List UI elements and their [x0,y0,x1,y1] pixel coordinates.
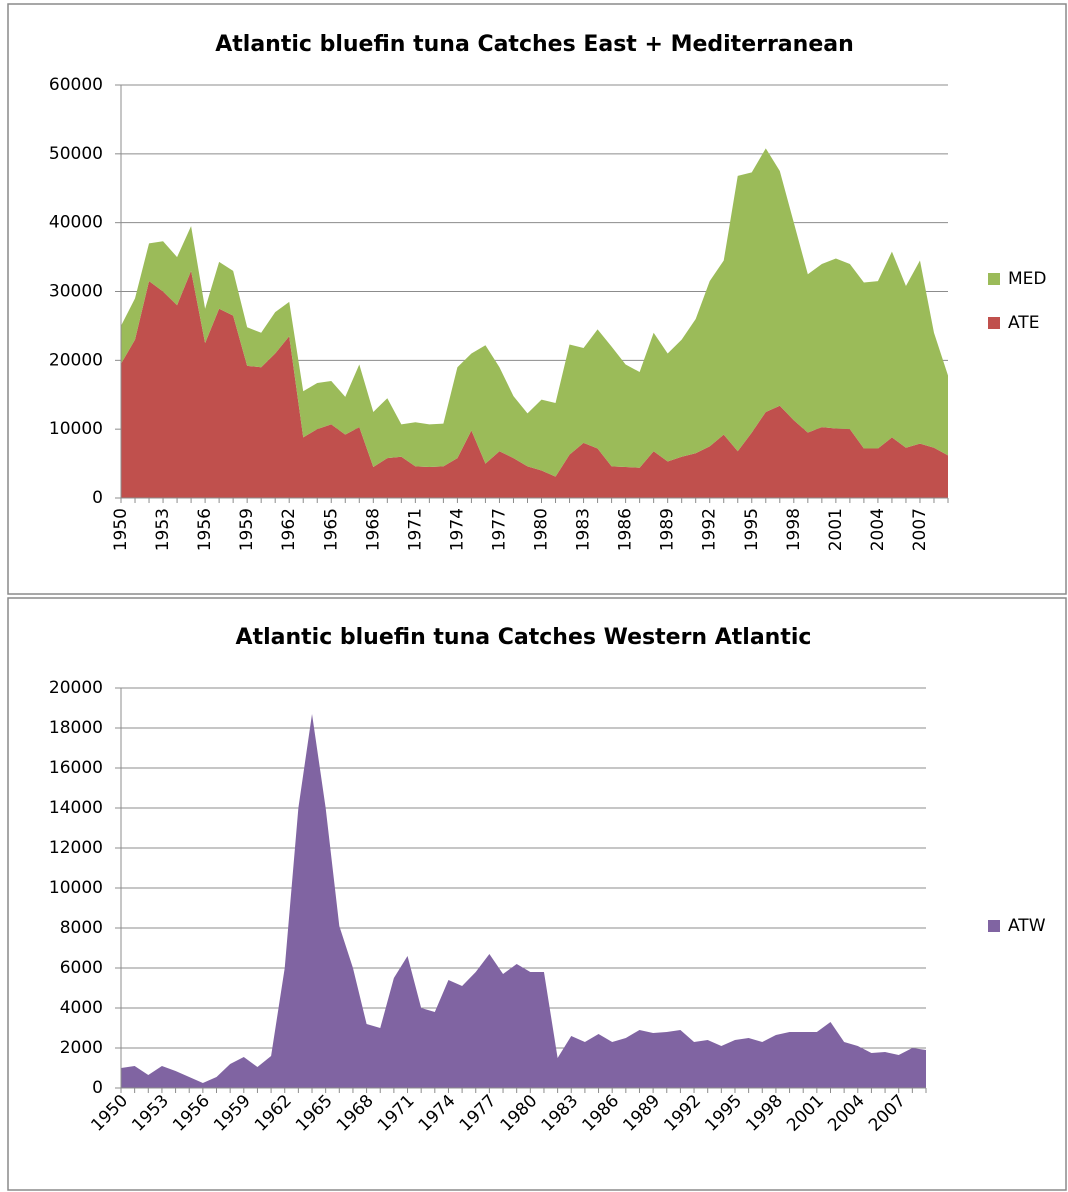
x-tick-label: 1962 [279,508,299,551]
y-tick-label: 10000 [49,419,103,439]
x-tick-label: 1983 [538,1091,583,1136]
legend-swatch [988,317,1000,329]
x-tick-label: 1986 [579,1091,624,1136]
legend-swatch [988,920,1000,932]
x-tick-label: 1971 [374,1091,419,1136]
x-tick-label: 1992 [660,1091,705,1136]
y-tick-label: 40000 [49,213,103,233]
x-tick-label: 2001 [783,1091,828,1136]
x-tick-label: 1983 [574,508,594,551]
y-tick-label: 2000 [60,1038,103,1058]
y-tick-label: 18000 [49,718,103,738]
y-tick-label: 20000 [49,350,103,370]
legend-label: MED [1008,269,1047,289]
area [121,270,948,498]
x-tick-label: 2001 [826,508,846,551]
y-tick-label: 0 [92,1078,103,1098]
x-tick-label: 1953 [128,1091,173,1136]
area [121,148,948,477]
x-tick-label: 1995 [701,1091,746,1136]
x-tick-label: 1977 [456,1091,501,1136]
y-tick-label: 16000 [49,758,103,778]
x-tick-label: 1974 [447,508,467,551]
x-tick-label: 1986 [616,508,636,551]
y-tick-label: 6000 [60,958,103,978]
x-tick-label: 1971 [405,508,425,551]
x-tick-label: 1959 [237,508,257,551]
y-tick-label: 30000 [49,282,103,302]
x-tick-label: 1968 [363,508,383,551]
legend-label: ATW [1008,916,1046,936]
area [121,714,926,1088]
x-tick-label: 1956 [169,1091,214,1136]
chart-title: Atlantic bluefin tuna Catches Western At… [236,625,812,650]
x-tick-label: 1992 [700,508,720,551]
y-tick-label: 12000 [49,838,103,858]
x-tick-label: 1980 [497,1091,542,1136]
x-tick-label: 2007 [910,508,930,551]
x-tick-label: 1989 [658,508,678,551]
x-tick-label: 1998 [742,1091,787,1136]
x-tick-label: 2004 [824,1091,869,1136]
x-tick-label: 1980 [532,508,552,551]
y-tick-label: 20000 [49,678,103,698]
x-tick-label: 1968 [333,1091,378,1136]
x-tick-label: 1998 [784,508,804,551]
y-tick-label: 8000 [60,918,103,938]
x-tick-label: 1959 [210,1091,255,1136]
panel-border [7,3,1067,595]
x-tick-label: 1974 [415,1091,460,1136]
x-tick-label: 1956 [195,508,215,551]
y-tick-label: 14000 [49,798,103,818]
x-tick-label: 1965 [321,508,341,551]
y-tick-label: 10000 [49,878,103,898]
chart-title: Atlantic bluefin tuna Catches East + Med… [215,32,854,57]
legend-label: ATE [1008,313,1039,333]
x-tick-label: 2004 [868,508,888,551]
x-tick-label: 1953 [153,508,173,551]
x-tick-label: 1962 [251,1091,296,1136]
y-tick-label: 4000 [60,998,103,1018]
panel-border [7,597,1067,1191]
y-tick-label: 50000 [49,144,103,164]
y-tick-label: 0 [92,488,103,508]
x-tick-label: 2007 [865,1091,910,1136]
x-tick-label: 1989 [619,1091,664,1136]
x-tick-label: 1965 [292,1091,337,1136]
x-tick-label: 1950 [111,508,131,551]
x-tick-label: 1995 [742,508,762,551]
x-tick-label: 1977 [489,508,509,551]
legend-swatch [988,273,1000,285]
y-tick-label: 60000 [49,75,103,95]
